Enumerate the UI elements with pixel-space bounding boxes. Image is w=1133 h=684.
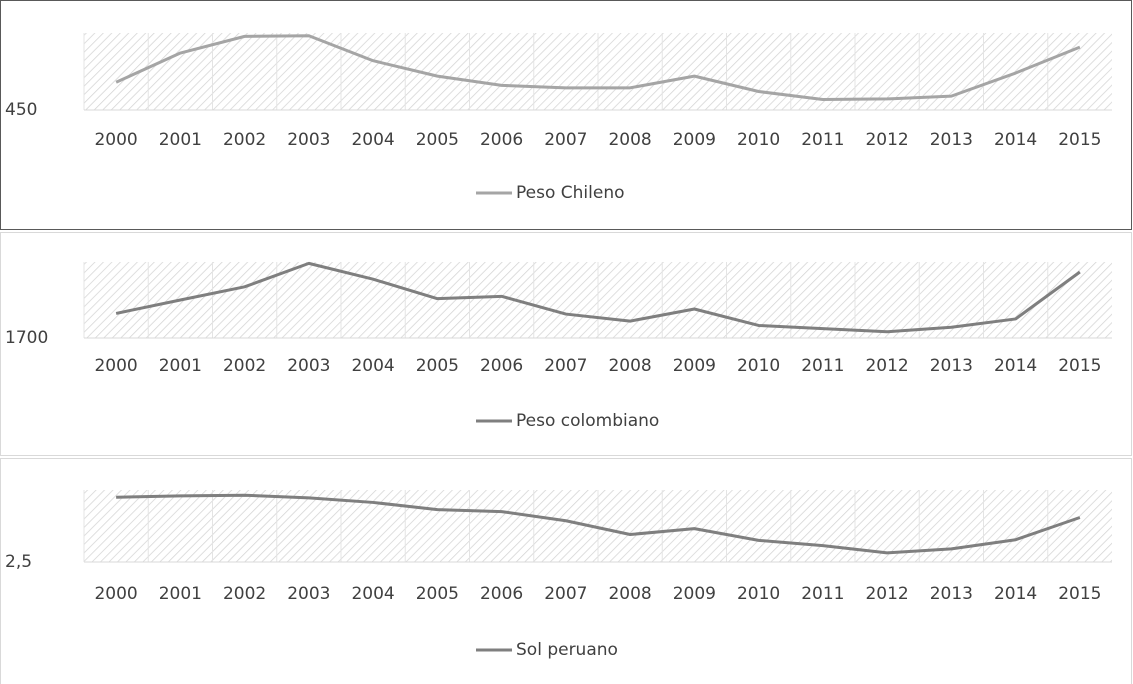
x-tick-label: 2002 bbox=[223, 130, 266, 150]
x-tick-label: 2013 bbox=[930, 584, 973, 604]
legend-label: Peso Chileno bbox=[516, 183, 625, 203]
x-tick-label: 2004 bbox=[351, 356, 394, 376]
data-line bbox=[116, 493, 1081, 555]
x-tick-label: 2014 bbox=[994, 584, 1037, 604]
x-tick-label: 2011 bbox=[801, 584, 844, 604]
x-tick-label: 2009 bbox=[673, 584, 716, 604]
x-tick-label: 2006 bbox=[480, 356, 523, 376]
x-tick-label: 2010 bbox=[737, 584, 780, 604]
x-tick-label: 2002 bbox=[223, 356, 266, 376]
x-tick-label: 2001 bbox=[159, 356, 202, 376]
x-tick-label: 2008 bbox=[608, 130, 651, 150]
chart-border bbox=[0, 232, 1132, 456]
x-tick-label: 2013 bbox=[930, 356, 973, 376]
x-tick-label: 2001 bbox=[159, 584, 202, 604]
x-tick-label: 2003 bbox=[287, 130, 330, 150]
x-tick-label: 2002 bbox=[223, 584, 266, 604]
x-tick-label: 2010 bbox=[737, 130, 780, 150]
x-tick-label: 2012 bbox=[865, 584, 908, 604]
x-tick-label: 2015 bbox=[1058, 130, 1101, 150]
x-tick-label: 2001 bbox=[159, 130, 202, 150]
data-line bbox=[115, 261, 1081, 334]
x-tick-label: 2006 bbox=[480, 584, 523, 604]
x-tick-label: 2014 bbox=[994, 130, 1037, 150]
x-tick-label: 2010 bbox=[737, 356, 780, 376]
x-tick-label: 2012 bbox=[865, 356, 908, 376]
x-tick-label: 2012 bbox=[865, 130, 908, 150]
chart-border bbox=[0, 0, 1132, 230]
x-tick-label: 2014 bbox=[994, 356, 1037, 376]
x-tick-label: 2000 bbox=[94, 356, 137, 376]
x-tick-label: 2011 bbox=[801, 130, 844, 150]
x-tick-label: 2006 bbox=[480, 130, 523, 150]
y-tick-label: 1700 bbox=[5, 328, 48, 348]
x-tick-label: 2013 bbox=[930, 130, 973, 150]
x-tick-label: 2000 bbox=[94, 584, 137, 604]
x-tick-label: 2008 bbox=[608, 584, 651, 604]
x-tick-label: 2004 bbox=[351, 584, 394, 604]
data-line bbox=[115, 34, 1081, 102]
x-tick-label: 2000 bbox=[94, 130, 137, 150]
x-tick-label: 2009 bbox=[673, 356, 716, 376]
x-tick-label: 2015 bbox=[1058, 356, 1101, 376]
x-tick-label: 2007 bbox=[544, 584, 587, 604]
x-tick-label: 2003 bbox=[287, 584, 330, 604]
chart-border bbox=[0, 458, 1132, 684]
x-tick-label: 2007 bbox=[544, 130, 587, 150]
x-tick-label: 2007 bbox=[544, 356, 587, 376]
y-tick-label: 450 bbox=[5, 100, 37, 120]
x-tick-label: 2005 bbox=[416, 130, 459, 150]
legend-label: Sol peruano bbox=[516, 640, 618, 660]
x-tick-label: 2004 bbox=[351, 130, 394, 150]
x-tick-label: 2011 bbox=[801, 356, 844, 376]
y-tick-label: 2,5 bbox=[5, 552, 32, 572]
x-tick-label: 2005 bbox=[416, 584, 459, 604]
legend-label: Peso colombiano bbox=[516, 411, 659, 431]
x-tick-label: 2008 bbox=[608, 356, 651, 376]
x-tick-label: 2003 bbox=[287, 356, 330, 376]
x-tick-label: 2005 bbox=[416, 356, 459, 376]
x-tick-label: 2009 bbox=[673, 130, 716, 150]
x-tick-label: 2015 bbox=[1058, 584, 1101, 604]
